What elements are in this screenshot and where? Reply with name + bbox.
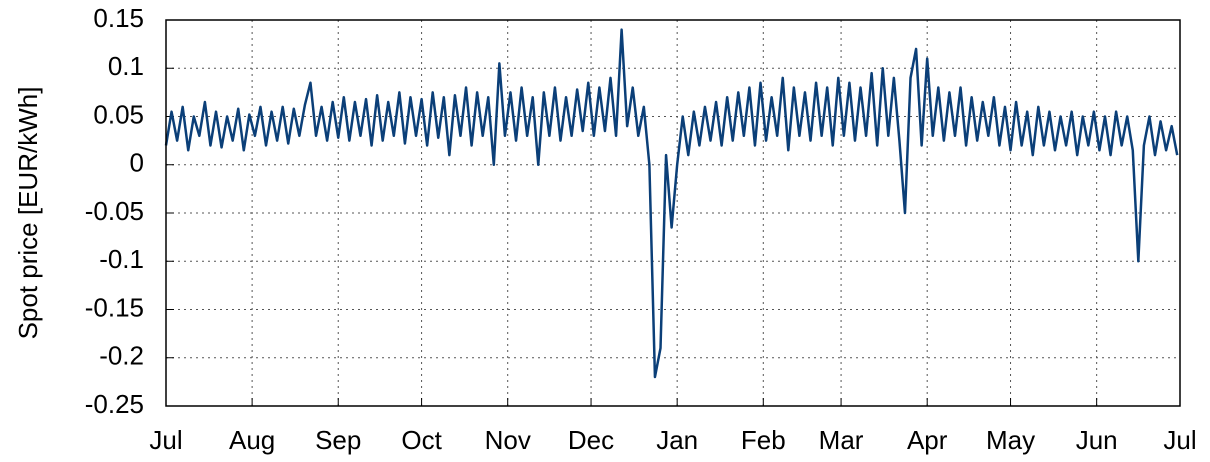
x-tick-label: Sep — [315, 425, 361, 455]
x-tick-label: Jul — [1163, 425, 1196, 455]
y-tick-label: -0.2 — [99, 341, 144, 371]
y-axis-label: Spot price [EUR/kWh] — [13, 87, 43, 340]
y-tick-label: 0.1 — [108, 51, 144, 81]
line-series — [164, 28, 1179, 379]
x-tick-label: Dec — [568, 425, 614, 455]
x-tick-label: Mar — [819, 425, 864, 455]
y-tick-label: 0.05 — [93, 99, 144, 129]
x-tick-label: May — [986, 425, 1035, 455]
x-tick-label: Jun — [1076, 425, 1118, 455]
plot-frame — [165, 19, 1181, 407]
y-tick-label: -0.15 — [85, 292, 144, 322]
y-tick-label: -0.1 — [99, 244, 144, 274]
x-tick-label: Feb — [741, 425, 786, 455]
x-tick-label: Jan — [656, 425, 698, 455]
x-tick-label: Nov — [485, 425, 531, 455]
x-tick-label: Aug — [229, 425, 275, 455]
x-tick-label: Jul — [149, 425, 182, 455]
y-tick-label: 0.15 — [93, 3, 144, 33]
y-tick-label: 0 — [130, 148, 144, 178]
y-tick-label: -0.05 — [85, 196, 144, 226]
y-tick-label: -0.25 — [85, 389, 144, 419]
x-tick-label: Apr — [907, 425, 948, 455]
x-tick-label: Oct — [401, 425, 442, 455]
